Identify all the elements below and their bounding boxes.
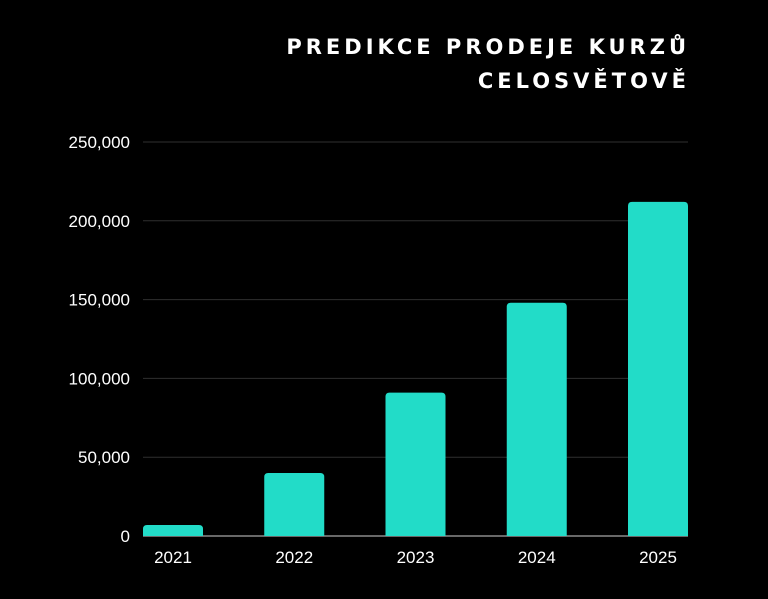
bar-2023: [385, 392, 446, 536]
bars: [143, 201, 688, 536]
x-tick-label: 2023: [397, 548, 435, 567]
y-axis-ticks: 0 50,000 100,000 150,000 200,000 250,000: [69, 133, 130, 546]
x-tick-label: 2024: [518, 548, 556, 567]
y-tick-label: 50,000: [78, 448, 130, 467]
bar-2024: [506, 302, 567, 536]
bar-2021: [143, 524, 203, 536]
y-tick-label: 0: [121, 527, 130, 546]
chart-title-line-1: PREDIKCE PRODEJE KURZŮ: [286, 35, 690, 59]
y-tick-label: 100,000: [69, 369, 130, 388]
y-tick-label: 200,000: [69, 212, 130, 231]
x-tick-label: 2022: [275, 548, 313, 567]
x-axis-ticks: 2021 2022 2023 2024 2025: [154, 548, 677, 567]
chart-title: PREDIKCE PRODEJE KURZŮ CELOSVĚTOVĚ: [286, 30, 690, 98]
bar-2025: [628, 201, 688, 536]
y-tick-label: 150,000: [69, 291, 130, 310]
x-tick-label: 2021: [154, 548, 192, 567]
x-tick-label: 2025: [639, 548, 677, 567]
y-tick-label: 250,000: [69, 133, 130, 152]
bar-2022: [264, 472, 325, 536]
chart-title-line-2: CELOSVĚTOVĚ: [477, 69, 690, 93]
